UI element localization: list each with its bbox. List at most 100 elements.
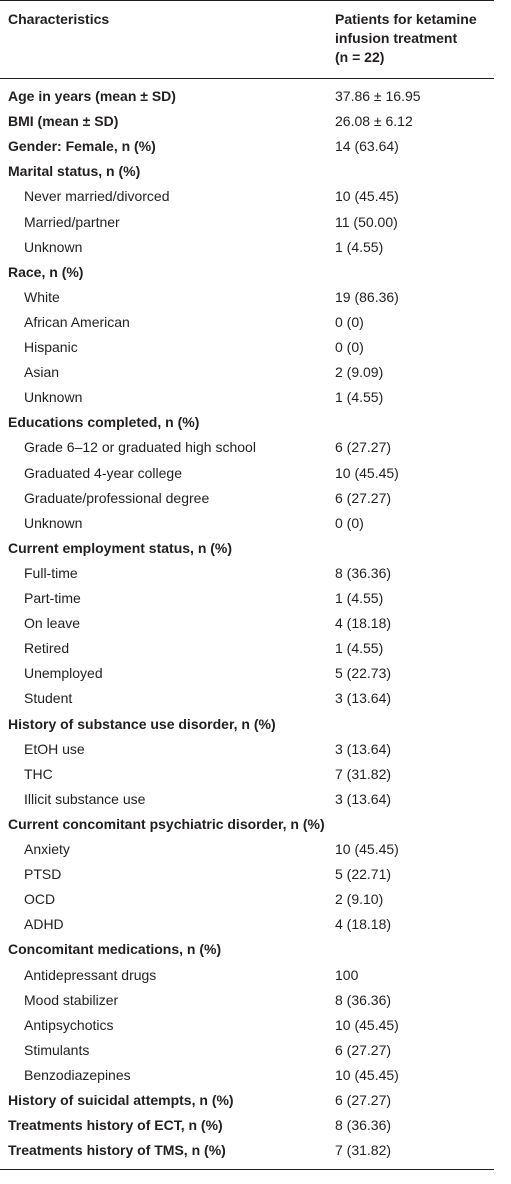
table-row: History of suicidal attempts, n (%) 6 (27… bbox=[0, 1088, 511, 1113]
row-label: History of substance use disorder, n (%) bbox=[8, 715, 276, 732]
row-label: Antipsychotics bbox=[24, 1016, 114, 1033]
table-row: Treatments history of ECT, n (%) 8 (36.36… bbox=[0, 1113, 511, 1138]
row-value: 0 (0) bbox=[335, 339, 364, 355]
table-row: THC 7 (31.82) bbox=[0, 762, 511, 787]
table-row: Age in years (mean ± SD) 37.86 ± 16.95 bbox=[0, 84, 511, 109]
row-label: Unemployed bbox=[24, 665, 103, 682]
table-row: Illicit substance use 3 (13.64) bbox=[0, 787, 511, 812]
table-row: ADHD 4 (18.18) bbox=[0, 912, 511, 937]
row-label: Treatments history of TMS, n (%) bbox=[8, 1142, 226, 1159]
table-row: Unknown 0 (0) bbox=[0, 511, 511, 536]
header-patients-line1: Patients for ketamine bbox=[335, 11, 477, 27]
table-row: BMI (mean ± SD) 26.08 ± 6.12 bbox=[0, 109, 511, 134]
table-row: Race, n (%) bbox=[0, 260, 511, 285]
header-patients: Patients for ketamine infusion treatment… bbox=[335, 10, 505, 67]
row-value: 4 (18.18) bbox=[335, 916, 392, 933]
table-row: Full-time 8 (36.36) bbox=[0, 561, 511, 586]
row-label: Hispanic bbox=[24, 339, 78, 355]
table-row: Married/partner 11 (50.00) bbox=[0, 210, 511, 235]
table-row: Asian 2 (9.09) bbox=[0, 360, 511, 385]
row-value: 6 (27.27) bbox=[335, 1041, 392, 1058]
table-row: Student 3 (13.64) bbox=[0, 686, 511, 711]
table-row: Mood stabilizer 8 (36.36) bbox=[0, 988, 511, 1013]
table-row: Current concomitant psychiatric disorder… bbox=[0, 812, 511, 837]
row-value: 10 (45.45) bbox=[335, 1066, 399, 1083]
row-label: Mood stabilizer bbox=[24, 991, 119, 1008]
row-value: 37.86 ± 16.95 bbox=[335, 88, 421, 104]
row-value: 3 (13.64) bbox=[335, 690, 392, 707]
table-row: EtOH use 3 (13.64) bbox=[0, 737, 511, 762]
row-value: 100 bbox=[335, 966, 359, 983]
row-value: 8 (36.36) bbox=[335, 564, 392, 581]
row-value: 10 (45.45) bbox=[335, 1016, 399, 1033]
table-row: Benzodiazepines 10 (45.45) bbox=[0, 1063, 511, 1088]
table-row: Never married/divorced 10 (45.45) bbox=[0, 184, 511, 209]
table-row: Unknown 1 (4.55) bbox=[0, 385, 511, 410]
row-label: BMI (mean ± SD) bbox=[8, 113, 119, 130]
row-value: 19 (86.36) bbox=[335, 288, 399, 305]
table-row: Anxiety 10 (45.45) bbox=[0, 837, 511, 862]
row-label: White bbox=[24, 288, 60, 305]
row-value: 8 (36.36) bbox=[335, 991, 392, 1008]
row-value: 6 (27.27) bbox=[335, 489, 392, 506]
table-row: Graduate/professional degree 6 (27.27) bbox=[0, 486, 511, 511]
row-value: 7 (31.82) bbox=[335, 765, 392, 782]
row-value: 7 (31.82) bbox=[335, 1142, 392, 1159]
row-value: 14 (63.64) bbox=[335, 138, 399, 155]
row-value: 1 (4.55) bbox=[335, 590, 384, 606]
table-row: Treatments history of TMS, n (%) 7 (31.82… bbox=[0, 1138, 511, 1163]
row-value: 1 (4.55) bbox=[335, 238, 384, 255]
row-label: Marital status, n (%) bbox=[8, 163, 141, 180]
row-label: Age in years (mean ± SD) bbox=[8, 88, 176, 104]
table-row: White 19 (86.36) bbox=[0, 285, 511, 310]
row-value: 10 (45.45) bbox=[335, 464, 399, 481]
row-label: Retired bbox=[24, 640, 70, 657]
table-row: History of substance use disorder, n (%) bbox=[0, 712, 511, 737]
row-value: 8 (36.36) bbox=[335, 1117, 392, 1134]
table-row: Unknown 1 (4.55) bbox=[0, 235, 511, 260]
header-characteristics: Characteristics bbox=[8, 11, 110, 27]
row-label: Unknown bbox=[24, 514, 83, 531]
row-label: Educations completed, n (%) bbox=[8, 414, 200, 431]
row-label: OCD bbox=[24, 891, 56, 908]
row-label: Benzodiazepines bbox=[24, 1066, 131, 1083]
row-value: 2 (9.10) bbox=[335, 891, 384, 908]
row-value: 10 (45.45) bbox=[335, 841, 399, 857]
table-bottom-rule bbox=[0, 1169, 494, 1170]
header-patients-line2: infusion treatment bbox=[335, 30, 458, 46]
row-value: 26.08 ± 6.12 bbox=[335, 113, 413, 130]
table-row: OCD 2 (9.10) bbox=[0, 887, 511, 912]
row-label: Grade 6–12 or graduated high school bbox=[24, 439, 256, 456]
row-label: EtOH use bbox=[24, 740, 85, 757]
table-row: Unemployed 5 (22.73) bbox=[0, 661, 511, 686]
table-row: Antidepressant drugs 100 bbox=[0, 963, 511, 988]
table-top-rule bbox=[0, 0, 494, 1]
table-row: Marital status, n (%) bbox=[0, 159, 511, 184]
row-label: African American bbox=[24, 313, 130, 330]
header-patients-line3: (n = 22) bbox=[335, 49, 385, 65]
table-row: Stimulants 6 (27.27) bbox=[0, 1038, 511, 1063]
table-row: Grade 6–12 or graduated high school 6 (27… bbox=[0, 435, 511, 460]
row-label: Full-time bbox=[24, 564, 78, 581]
row-label: Anxiety bbox=[24, 841, 70, 857]
row-value: 0 (0) bbox=[335, 313, 364, 330]
table-row: Retired 1 (4.55) bbox=[0, 636, 511, 661]
row-label: ADHD bbox=[24, 916, 64, 933]
row-label: Part-time bbox=[24, 590, 81, 606]
table-row: Educations completed, n (%) bbox=[0, 410, 511, 435]
row-label: PTSD bbox=[24, 866, 62, 883]
row-value: 1 (4.55) bbox=[335, 640, 384, 657]
row-value: 6 (27.27) bbox=[335, 1092, 392, 1108]
row-value: 4 (18.18) bbox=[335, 615, 392, 632]
row-label: Stimulants bbox=[24, 1041, 90, 1058]
row-value: 5 (22.71) bbox=[335, 866, 392, 883]
row-label: Current concomitant psychiatric disorder… bbox=[8, 815, 325, 832]
row-label: Treatments history of ECT, n (%) bbox=[8, 1117, 223, 1134]
table-row: Hispanic 0 (0) bbox=[0, 335, 511, 360]
row-label: Asian bbox=[24, 364, 60, 381]
row-value: 5 (22.73) bbox=[335, 665, 392, 682]
row-label: On leave bbox=[24, 615, 81, 632]
table-header-rule bbox=[0, 78, 494, 79]
row-value: 6 (27.27) bbox=[335, 439, 392, 456]
row-value: 3 (13.64) bbox=[335, 790, 392, 807]
